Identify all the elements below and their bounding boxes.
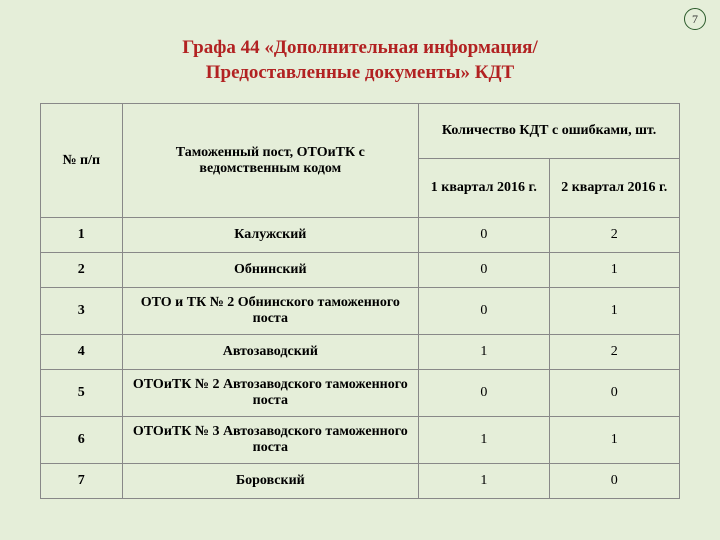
table-row: 6ОТОиТК № 3 Автозаводского таможенного п…: [41, 417, 680, 464]
cell-q2: 0: [549, 370, 679, 417]
cell-post: Калужский: [122, 218, 419, 253]
cell-q2: 1: [549, 288, 679, 335]
col-header-num: № п/п: [41, 104, 123, 218]
col-header-post: Таможенный пост, ОТОиТК с ведомственным …: [122, 104, 419, 218]
cell-num: 4: [41, 335, 123, 370]
table-row: 7Боровский10: [41, 464, 680, 499]
cell-q1: 0: [419, 253, 549, 288]
table-row: 3ОТО и ТК № 2 Обнинского таможенного пос…: [41, 288, 680, 335]
cell-q1: 0: [419, 370, 549, 417]
cell-q2: 1: [549, 417, 679, 464]
table-body: 1Калужский022Обнинский013ОТО и ТК № 2 Об…: [41, 218, 680, 499]
cell-q2: 0: [549, 464, 679, 499]
cell-num: 2: [41, 253, 123, 288]
page-title: Графа 44 «Дополнительная информация/ Пре…: [0, 0, 720, 103]
cell-post: Боровский: [122, 464, 419, 499]
page-number-badge: 7: [684, 8, 706, 30]
cell-q2: 2: [549, 218, 679, 253]
cell-q1: 0: [419, 218, 549, 253]
cell-post: ОТОиТК № 2 Автозаводского таможенного по…: [122, 370, 419, 417]
table-row: 1Калужский02: [41, 218, 680, 253]
cell-post: ОТО и ТК № 2 Обнинского таможенного пост…: [122, 288, 419, 335]
table-row: 4Автозаводский12: [41, 335, 680, 370]
table-row: 5ОТОиТК № 2 Автозаводского таможенного п…: [41, 370, 680, 417]
title-line-2: Предоставленные документы» КДТ: [206, 62, 514, 83]
table-row: 2Обнинский01: [41, 253, 680, 288]
col-header-q2: 2 квартал 2016 г.: [549, 159, 679, 218]
cell-q1: 1: [419, 335, 549, 370]
cell-q2: 2: [549, 335, 679, 370]
col-header-count: Количество КДТ с ошибками, шт.: [419, 104, 680, 159]
cell-post: Автозаводский: [122, 335, 419, 370]
data-table: № п/п Таможенный пост, ОТОиТК с ведомств…: [40, 103, 680, 499]
cell-q1: 0: [419, 288, 549, 335]
col-header-q1: 1 квартал 2016 г.: [419, 159, 549, 218]
cell-num: 1: [41, 218, 123, 253]
cell-num: 6: [41, 417, 123, 464]
title-line-1: Графа 44 «Дополнительная информация/: [182, 37, 537, 58]
cell-q1: 1: [419, 417, 549, 464]
cell-num: 3: [41, 288, 123, 335]
cell-post: ОТОиТК № 3 Автозаводского таможенного по…: [122, 417, 419, 464]
cell-q1: 1: [419, 464, 549, 499]
cell-post: Обнинский: [122, 253, 419, 288]
cell-num: 7: [41, 464, 123, 499]
cell-num: 5: [41, 370, 123, 417]
cell-q2: 1: [549, 253, 679, 288]
